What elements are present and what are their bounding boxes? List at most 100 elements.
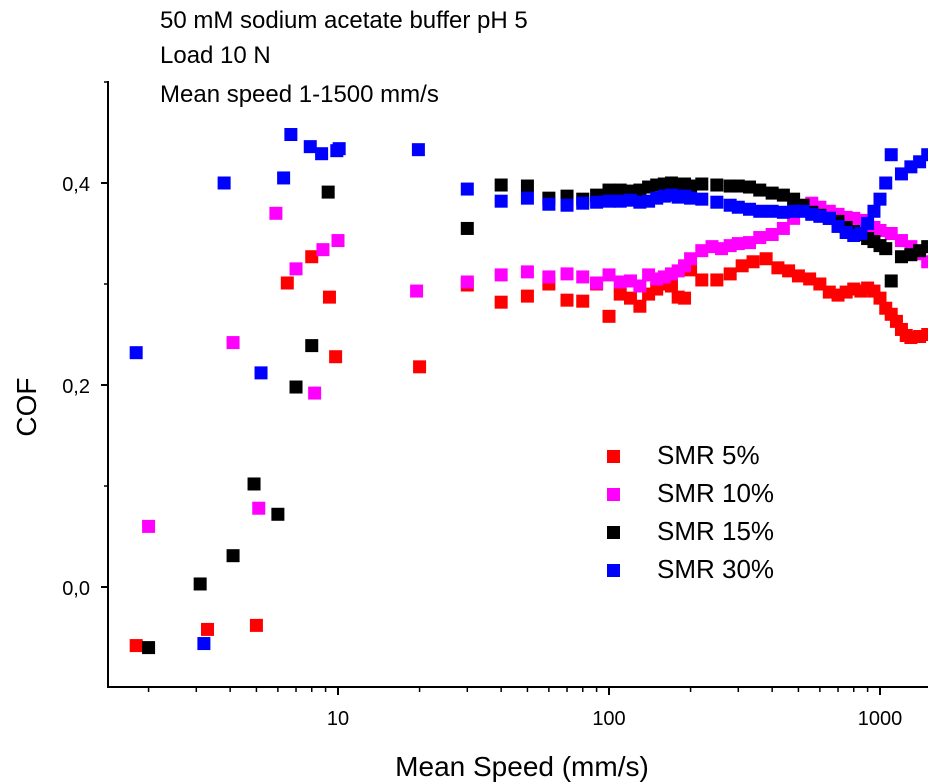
data-point bbox=[731, 237, 745, 251]
data-markers bbox=[129, 128, 928, 655]
data-point bbox=[776, 205, 790, 219]
data-point bbox=[201, 622, 215, 636]
legend-swatch-smr-30 bbox=[607, 564, 620, 577]
x-tick-label: 100 bbox=[592, 708, 625, 730]
data-point bbox=[520, 265, 534, 279]
data-point bbox=[879, 242, 893, 256]
data-point bbox=[494, 178, 508, 192]
data-point bbox=[520, 191, 534, 205]
data-point bbox=[695, 244, 709, 258]
data-point bbox=[695, 273, 709, 287]
legend-label-smr-10: SMR 10% bbox=[657, 478, 775, 508]
series-smr-15 bbox=[142, 176, 928, 655]
data-point bbox=[695, 177, 709, 191]
data-point bbox=[884, 148, 898, 162]
data-point bbox=[315, 147, 329, 161]
data-point bbox=[460, 221, 474, 235]
data-point bbox=[331, 234, 345, 248]
data-point bbox=[560, 198, 574, 212]
data-point bbox=[277, 171, 291, 185]
x-ticks: 10 100 1000 bbox=[147, 687, 903, 730]
data-point bbox=[316, 243, 330, 257]
data-point bbox=[613, 183, 627, 197]
data-point bbox=[322, 290, 336, 304]
series-smr-5 bbox=[129, 250, 928, 653]
legend-label-smr-30: SMR 30% bbox=[657, 554, 775, 584]
legend-swatch-smr-15 bbox=[607, 526, 620, 539]
data-point bbox=[197, 637, 211, 651]
legend-swatch-smr-10 bbox=[607, 488, 620, 501]
data-point bbox=[765, 228, 779, 242]
data-point bbox=[873, 291, 887, 305]
data-point bbox=[743, 202, 757, 216]
data-point bbox=[590, 276, 604, 290]
data-point bbox=[782, 264, 796, 278]
data-point bbox=[576, 270, 590, 284]
data-point bbox=[460, 275, 474, 289]
annotation-buffer: 50 mM sodium acetate buffer pH 5 bbox=[160, 7, 528, 34]
data-point bbox=[129, 639, 143, 653]
data-point bbox=[921, 328, 928, 341]
data-point bbox=[776, 221, 790, 235]
annotation-load: Load 10 N bbox=[160, 42, 271, 69]
data-point bbox=[460, 182, 474, 196]
data-point bbox=[753, 231, 767, 245]
data-point bbox=[723, 267, 737, 281]
data-point bbox=[633, 279, 647, 293]
data-point bbox=[803, 272, 817, 286]
data-point bbox=[590, 195, 604, 209]
data-point bbox=[746, 255, 760, 269]
data-point bbox=[142, 519, 156, 533]
x-tick-label: 1000 bbox=[858, 708, 903, 730]
data-point bbox=[193, 577, 207, 591]
data-point bbox=[613, 275, 627, 289]
data-point bbox=[249, 618, 263, 632]
data-point bbox=[684, 191, 698, 205]
data-point bbox=[576, 196, 590, 210]
y-tick-label: 0,0 bbox=[62, 578, 90, 600]
data-point bbox=[776, 188, 790, 202]
data-point bbox=[710, 273, 724, 287]
data-point bbox=[321, 185, 335, 199]
data-point bbox=[129, 346, 143, 360]
data-point bbox=[329, 350, 343, 364]
data-point bbox=[303, 140, 317, 154]
data-point bbox=[410, 284, 424, 298]
data-point bbox=[771, 261, 785, 275]
data-point bbox=[247, 477, 261, 491]
data-point bbox=[867, 204, 881, 218]
data-point bbox=[332, 142, 346, 156]
data-point bbox=[731, 200, 745, 214]
data-point bbox=[289, 262, 303, 276]
data-point bbox=[542, 270, 556, 284]
data-point bbox=[284, 128, 298, 142]
y-axis-label: COF bbox=[11, 377, 42, 436]
data-point bbox=[252, 501, 266, 515]
data-point bbox=[305, 339, 319, 353]
x-axis-label: Mean Speed (mm/s) bbox=[395, 751, 649, 782]
data-point bbox=[921, 240, 928, 254]
data-point bbox=[520, 289, 534, 303]
data-point bbox=[305, 250, 319, 264]
y-tick-label: 0,2 bbox=[62, 376, 90, 398]
data-point bbox=[142, 641, 156, 655]
data-point bbox=[271, 507, 285, 521]
data-point bbox=[861, 216, 875, 230]
data-point bbox=[494, 194, 508, 208]
data-point bbox=[854, 227, 868, 240]
series-smr-30 bbox=[129, 128, 928, 651]
data-point bbox=[560, 267, 574, 281]
data-point bbox=[873, 192, 887, 206]
data-point bbox=[226, 549, 240, 563]
data-point bbox=[602, 268, 616, 282]
data-point bbox=[542, 197, 556, 211]
y-ticks: 0,0 0,2 0,4 bbox=[62, 81, 108, 600]
y-tick-label: 0,4 bbox=[62, 174, 90, 196]
data-point bbox=[710, 178, 724, 192]
data-point bbox=[289, 380, 303, 394]
data-point bbox=[884, 274, 898, 288]
data-point bbox=[217, 176, 231, 190]
data-point bbox=[613, 287, 627, 301]
data-point bbox=[791, 269, 805, 283]
data-point bbox=[873, 223, 887, 237]
